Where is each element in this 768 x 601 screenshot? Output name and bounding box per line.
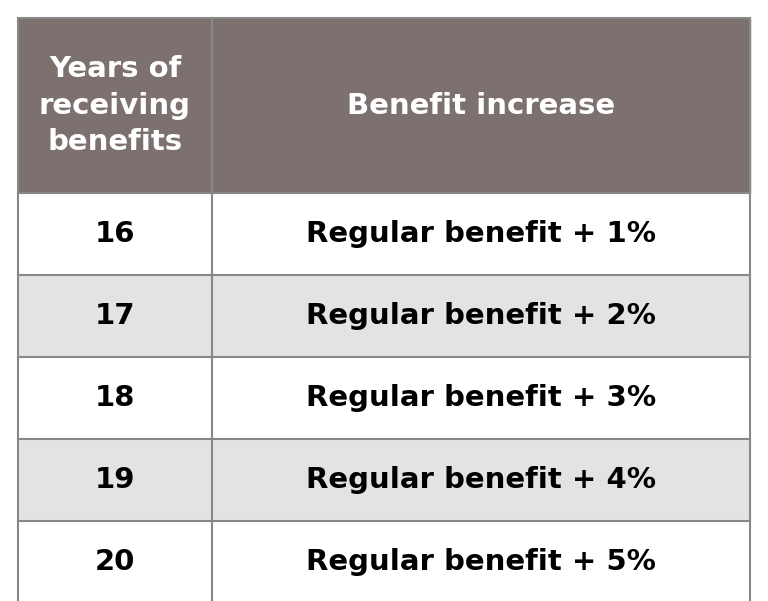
Text: 16: 16 — [94, 220, 135, 248]
Text: Regular benefit + 3%: Regular benefit + 3% — [306, 384, 656, 412]
Bar — [18, 521, 212, 601]
Text: Years of
receiving
benefits: Years of receiving benefits — [39, 55, 191, 156]
Bar — [18, 357, 212, 439]
Text: Regular benefit + 4%: Regular benefit + 4% — [306, 466, 656, 494]
Bar — [212, 275, 750, 357]
Text: 18: 18 — [94, 384, 135, 412]
Text: 19: 19 — [94, 466, 135, 494]
Text: 20: 20 — [94, 548, 135, 576]
Bar — [212, 18, 750, 193]
Text: Regular benefit + 2%: Regular benefit + 2% — [306, 302, 656, 330]
Bar — [212, 439, 750, 521]
Bar — [212, 357, 750, 439]
Text: Benefit increase: Benefit increase — [347, 91, 615, 120]
Text: 17: 17 — [94, 302, 135, 330]
Bar — [212, 193, 750, 275]
Text: Regular benefit + 1%: Regular benefit + 1% — [306, 220, 656, 248]
Bar — [18, 193, 212, 275]
Bar — [18, 18, 212, 193]
Text: Regular benefit + 5%: Regular benefit + 5% — [306, 548, 656, 576]
Bar — [212, 521, 750, 601]
Bar — [18, 439, 212, 521]
Bar — [18, 275, 212, 357]
